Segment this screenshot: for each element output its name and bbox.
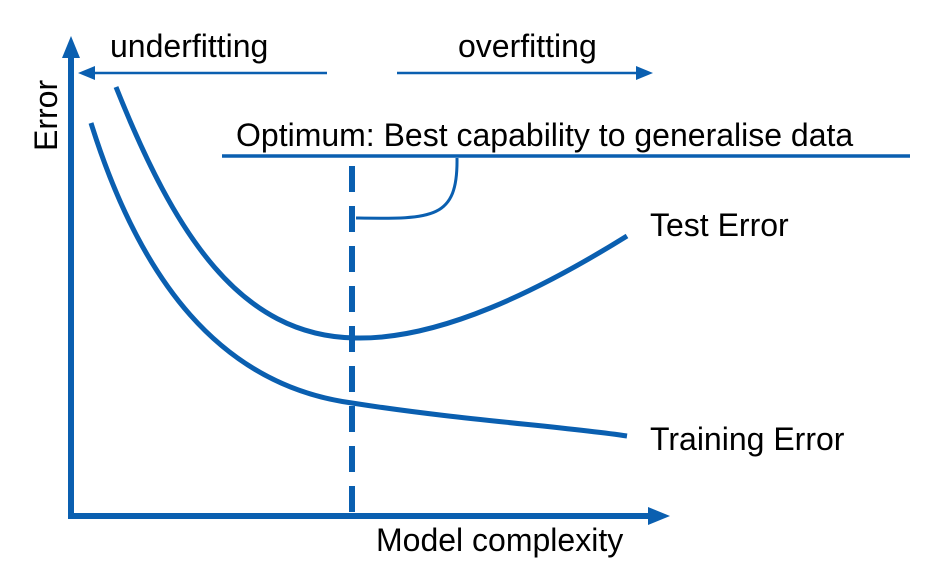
training-error-curve [88,122,628,439]
x-axis [68,507,670,525]
underfitting-arrowhead [78,66,95,80]
underfitting-label: underfitting [110,28,268,64]
y-axis [62,36,80,516]
y-axis-label: Error [28,80,64,151]
overfitting-arrow [397,66,653,80]
test-error-curve [113,86,629,341]
y-axis-arrowhead [62,36,80,58]
overfitting-label: overfitting [458,28,597,64]
training-error-label: Training Error [650,421,845,457]
test-error-label: Test Error [650,207,789,243]
x-axis-label: Model complexity [376,522,623,558]
optimum-label: Optimum: Best capability to generalise d… [236,117,853,153]
overfitting-arrowhead [636,66,653,80]
underfitting-arrow [78,66,327,80]
optimum-callout-connector [355,157,459,220]
x-axis-arrowhead [648,507,670,525]
